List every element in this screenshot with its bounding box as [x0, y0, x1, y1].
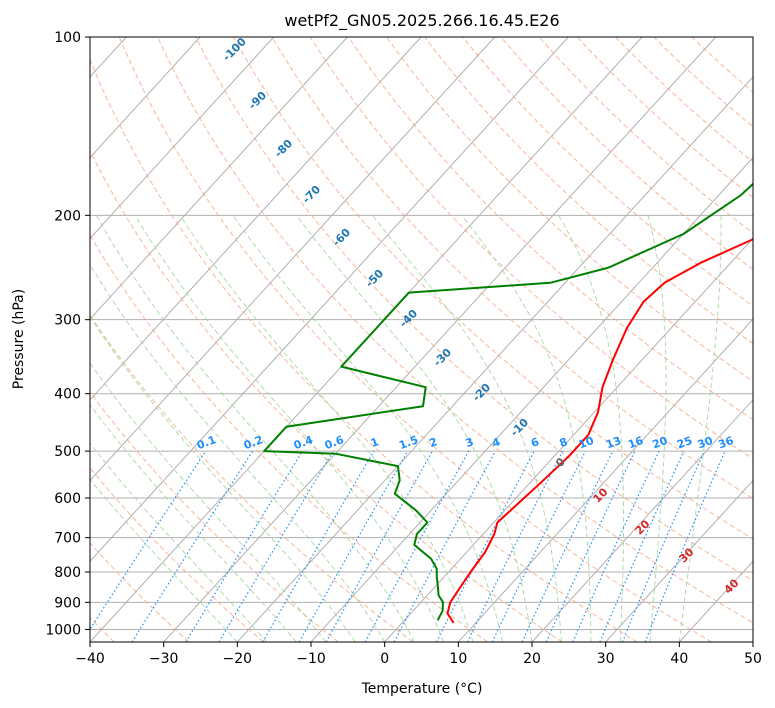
dewpoint-trace	[263, 182, 753, 621]
x-tick-label: 30	[597, 651, 615, 667]
isotherm-gridline	[90, 37, 348, 320]
isotherm-gridline	[605, 479, 753, 642]
y-tick-label: 200	[54, 208, 81, 224]
x-axis: −40 −30 −20 −10 0 10 20 30 40 50	[75, 642, 762, 667]
y-tick-label: 700	[54, 531, 81, 547]
grid-layer	[90, 37, 753, 642]
x-tick-label: 10	[449, 651, 467, 667]
mixing-ratio-label: 3	[464, 435, 476, 450]
dry-adiabat	[118, 37, 712, 642]
x-tick-label: 0	[380, 651, 389, 667]
y-tick-label: 400	[54, 387, 81, 403]
mixing-ratio-label: 30	[696, 434, 715, 452]
x-tick-label: 50	[744, 651, 762, 667]
moist-adiabat	[179, 215, 474, 642]
moist-adiabat	[134, 215, 445, 642]
dry-adiabat	[90, 58, 638, 642]
dry-adiabat	[90, 149, 563, 642]
mixing-ratio-label: 0.4	[292, 433, 315, 452]
chart-title: wetPf2_GN05.2025.266.16.45.E26	[284, 11, 559, 31]
x-tick-label: 20	[523, 651, 541, 667]
series-layer	[263, 182, 753, 624]
dry-adiabat	[195, 37, 753, 582]
mixing-ratio-label: 10	[577, 434, 596, 452]
isotherm-gridline	[236, 76, 753, 642]
mixing-ratio-label: 25	[675, 434, 694, 451]
isotherm-gridline	[90, 37, 422, 401]
y-tick-label: 100	[54, 30, 81, 46]
mixing-ratio-label: 6	[529, 435, 541, 450]
x-tick-label: 40	[670, 651, 688, 667]
mixing-ratio-label: 0.2	[242, 433, 265, 452]
moist-adiabat	[647, 215, 667, 642]
mixing-ratio-line	[364, 450, 470, 642]
plot-frame	[89, 36, 754, 643]
y-tick-label: 500	[54, 444, 81, 460]
isotherm-gridline	[531, 399, 753, 642]
x-tick-label: −20	[223, 651, 253, 667]
mixing-ratio-label: 0.6	[323, 433, 346, 452]
y-tick-label: 1000	[45, 622, 81, 638]
mixing-ratio-label: 1.5	[397, 433, 420, 452]
y-tick-label: 600	[54, 491, 81, 507]
isotherm-gridline	[384, 237, 753, 642]
y-axis: 100 200 300 400 500 600 700 800 900 1000	[45, 30, 90, 638]
temperature-trace	[446, 237, 753, 624]
mixing-ratio-line	[90, 450, 207, 631]
mixing-ratio-label: 8	[558, 435, 570, 450]
mixing-ratio-line	[185, 450, 304, 642]
dry-adiabat	[157, 37, 753, 624]
x-tick-label: −30	[149, 651, 179, 667]
isotherm-gridline	[90, 37, 569, 563]
mixing-ratio-label: 13	[604, 434, 623, 451]
mixing-ratio-label: 0.1	[195, 433, 218, 452]
mixing-ratio-line	[131, 450, 254, 642]
moist-adiabat	[371, 214, 562, 642]
moist-adiabat	[90, 362, 327, 642]
y-axis-title: Pressure (hPa)	[11, 289, 27, 389]
y-tick-label: 900	[54, 595, 81, 611]
moist-adiabat	[90, 403, 297, 642]
isotherm-gridline	[90, 37, 201, 159]
mixing-ratio-label: 36	[716, 434, 735, 452]
moist-adiabat	[558, 215, 624, 642]
mixing-ratio-label: 4	[490, 435, 502, 450]
isotherm-gridline	[457, 318, 753, 642]
mixing-ratio-line	[644, 450, 726, 642]
mixing-ratio-label: 2	[428, 435, 440, 450]
moist-adiabat	[90, 478, 238, 642]
mixing-ratio-line	[621, 450, 705, 642]
isotherm-gridline	[90, 37, 275, 240]
mixing-ratio-label: 20	[651, 434, 670, 452]
dry-adiabat	[309, 37, 753, 460]
mixing-ratio-label: 1	[369, 435, 381, 450]
x-tick-label: −40	[75, 651, 105, 667]
moist-adiabat	[90, 442, 268, 642]
moist-adiabat	[295, 215, 533, 642]
dry-adiabat	[386, 37, 753, 382]
dry-adiabat	[271, 37, 753, 500]
mixing-ratio-line	[325, 450, 434, 642]
mixing-ratio-label: 16	[626, 434, 645, 452]
moist-adiabat	[678, 215, 722, 642]
moist-adiabat	[90, 263, 386, 642]
isotherm-gridline	[90, 37, 496, 482]
x-axis-title: Temperature (°C)	[361, 681, 483, 697]
moist-adiabat	[90, 315, 356, 642]
moist-adiabat	[95, 215, 415, 642]
mixing-ratio-line	[466, 450, 564, 642]
y-tick-label: 300	[54, 313, 81, 329]
y-tick-label: 800	[54, 565, 81, 581]
x-tick-label: −10	[296, 651, 326, 667]
dry-adiabat	[233, 37, 753, 540]
mixing-ratio-line	[572, 450, 660, 642]
isotherm-gridline	[163, 37, 717, 642]
mixing-ratio-line	[599, 450, 685, 642]
